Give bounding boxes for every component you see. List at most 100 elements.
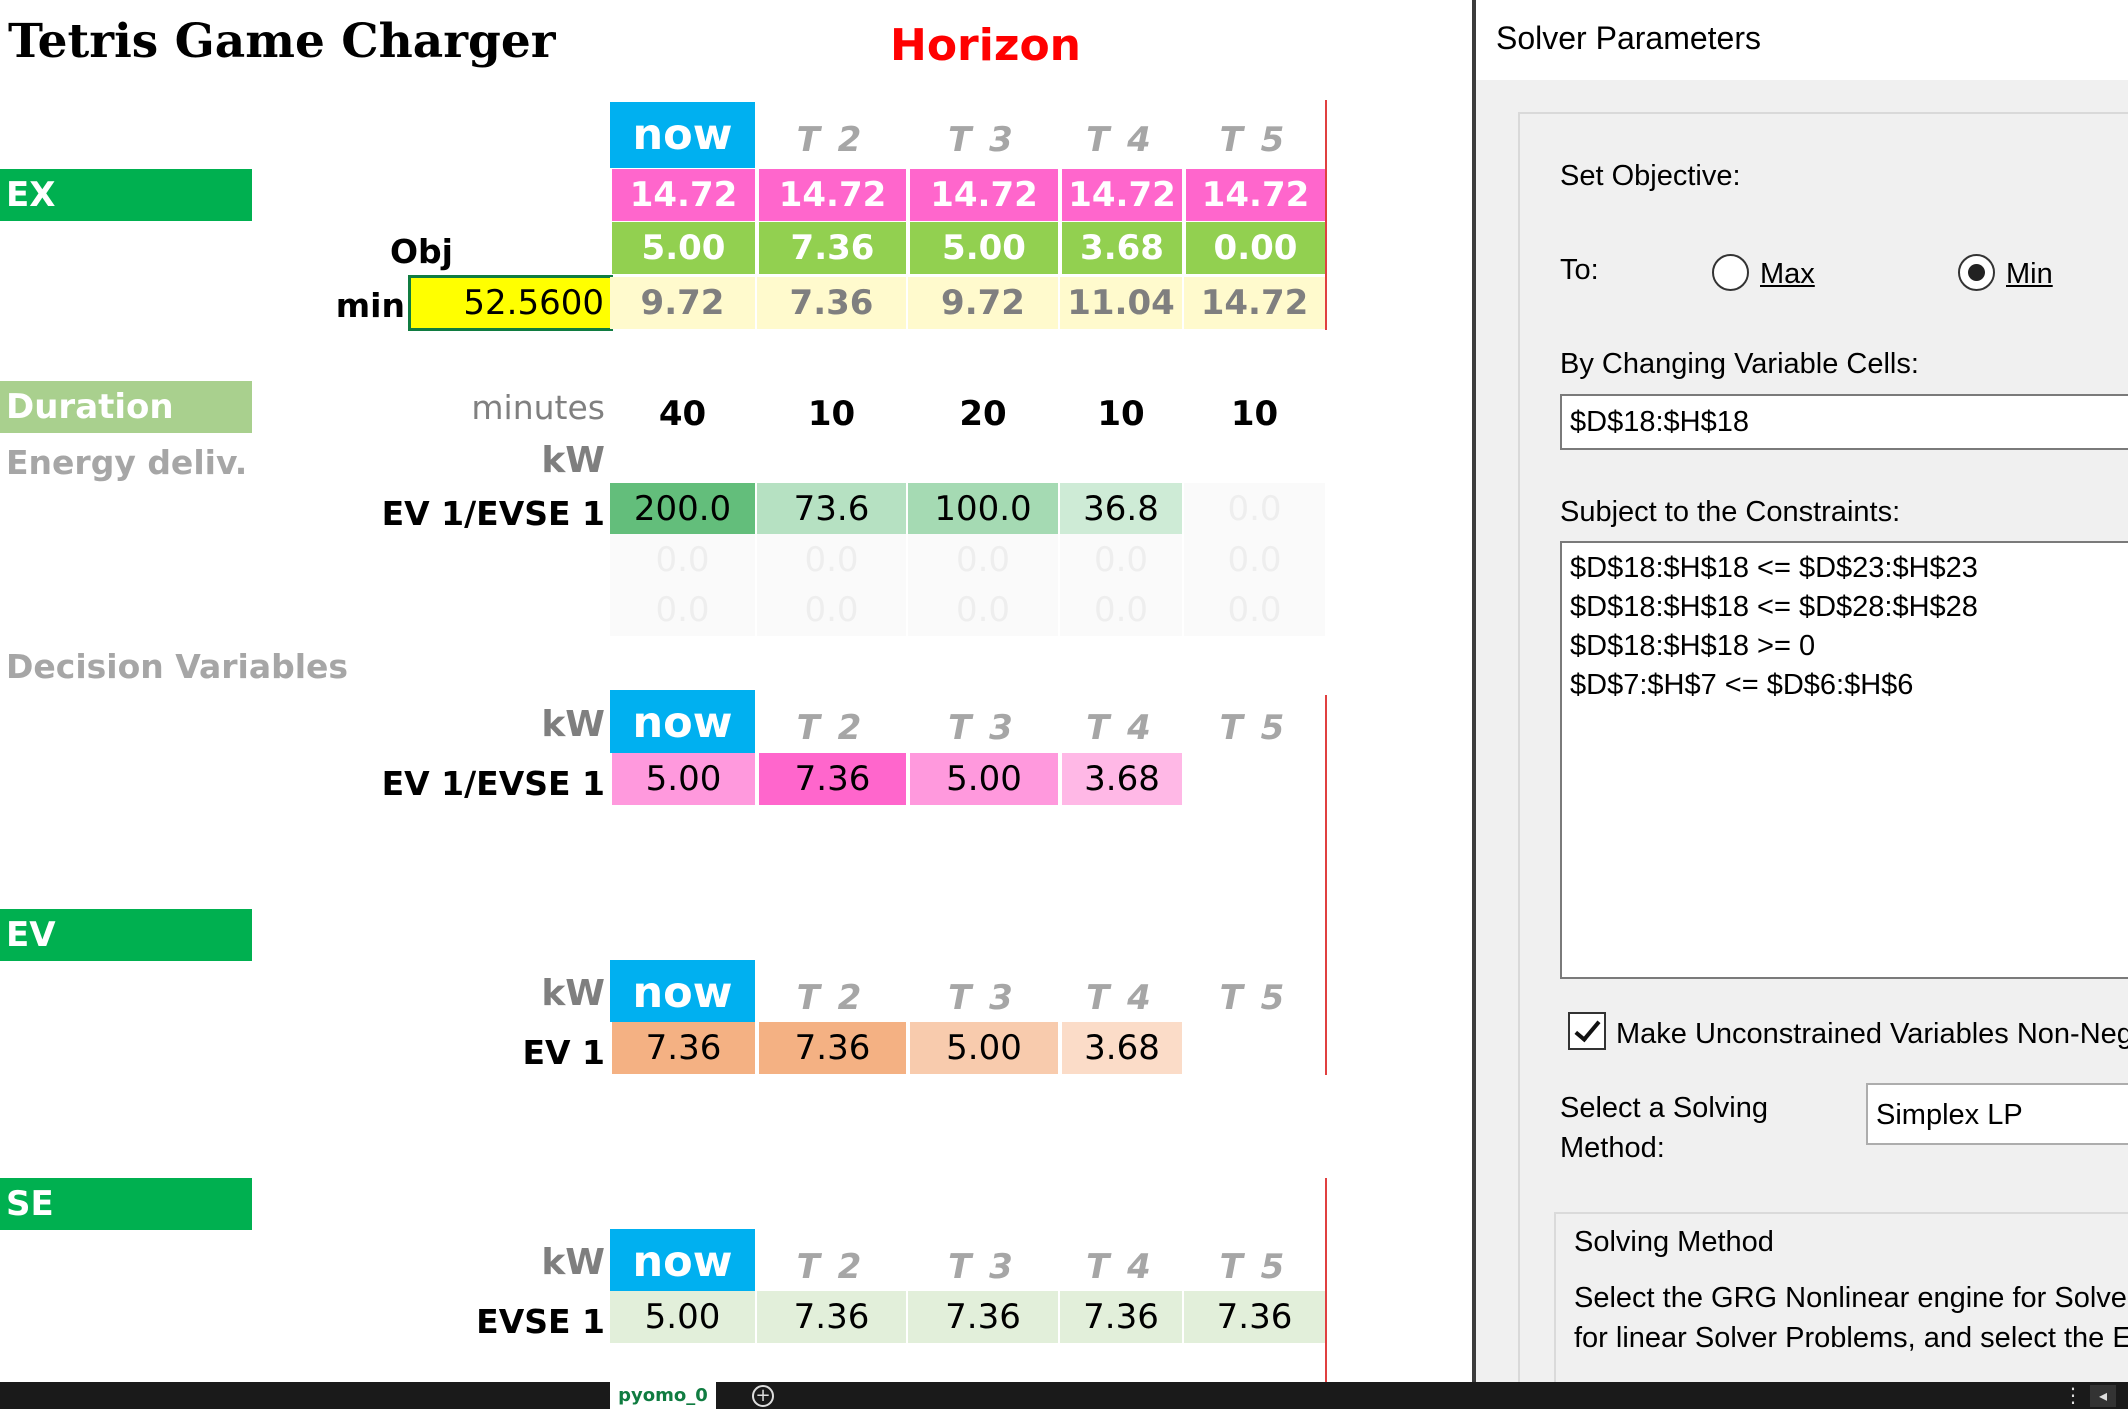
grid-cell[interactable]: 100.0: [908, 483, 1058, 535]
header-t2[interactable]: T 2: [796, 708, 865, 748]
grid-cell[interactable]: 7.36: [1060, 1291, 1182, 1343]
solving-method-select[interactable]: Simplex LP: [1866, 1083, 2128, 1145]
grid-cell[interactable]: 10: [807, 394, 856, 434]
grid-cell[interactable]: 7.36: [757, 222, 906, 274]
grid-cell[interactable]: 5.00: [908, 753, 1058, 805]
sheet-tab-bar: pyomo_0 + ⋮ ◂: [0, 1382, 2128, 1409]
ev-band[interactable]: EV: [0, 909, 252, 961]
se-band[interactable]: SE: [0, 1178, 252, 1230]
header-t5[interactable]: T 5: [1219, 708, 1288, 748]
header-t5[interactable]: T 5: [1219, 120, 1288, 160]
grid-cell[interactable]: 0.0: [908, 534, 1058, 586]
add-sheet-icon[interactable]: +: [752, 1385, 774, 1407]
constraint-item[interactable]: $D$7:$H$7 <= $D$6:$H$6: [1570, 669, 1914, 701]
grid-cell[interactable]: 9.72: [908, 277, 1058, 329]
header-t4[interactable]: T 4: [1086, 120, 1154, 160]
grid-cell[interactable]: 0.0: [757, 534, 906, 586]
grid-cell[interactable]: 7.36: [610, 1022, 755, 1074]
grid-cell[interactable]: 14.72: [908, 169, 1058, 221]
objective-cell[interactable]: 52.5600: [410, 277, 610, 329]
grid-cell[interactable]: 3.68: [1060, 753, 1182, 805]
grid-cell[interactable]: 5.00: [908, 1022, 1058, 1074]
grid-cell[interactable]: 14.72: [610, 169, 755, 221]
grid-cell[interactable]: 7.36: [757, 1022, 906, 1074]
constraints-label: Subject to the Constraints:: [1560, 496, 1901, 528]
grid-cell[interactable]: 9.72: [610, 277, 755, 329]
header-now[interactable]: now: [610, 960, 755, 1026]
header-t4[interactable]: T 4: [1086, 978, 1154, 1018]
dialog-title: Solver Parameters: [1496, 20, 1761, 56]
grid-cell[interactable]: 5.00: [610, 1291, 755, 1343]
dialog-divider: [1472, 0, 1476, 1382]
grid-cell[interactable]: 7.36: [908, 1291, 1058, 1343]
header-now[interactable]: now: [610, 690, 755, 756]
constraint-item[interactable]: $D$18:$H$18 <= $D$23:$H$23: [1570, 552, 1978, 584]
grid-cell[interactable]: 40: [658, 394, 707, 434]
grid-cell[interactable]: 36.8: [1060, 483, 1182, 535]
header-now[interactable]: now: [610, 102, 755, 168]
grid-cell[interactable]: 14.72: [1184, 169, 1325, 221]
header-t3[interactable]: T 3: [948, 978, 1016, 1018]
grid-cell[interactable]: 0.0: [1060, 584, 1182, 636]
dialog-titlebar[interactable]: Solver Parameters: [1476, 0, 2128, 80]
grid-cell[interactable]: 14.72: [1060, 169, 1182, 221]
spreadsheet-grid[interactable]: Tetris Game Charger Horizon now T 2 T 3 …: [0, 0, 1475, 1382]
sheet-tab[interactable]: pyomo_0: [610, 1382, 716, 1409]
constraints-list[interactable]: $D$18:$H$18 <= $D$23:$H$23 $D$18:$H$18 <=…: [1560, 541, 2128, 979]
grid-cell[interactable]: 7.36: [757, 1291, 906, 1343]
grid-cell[interactable]: 7.36: [1184, 1291, 1325, 1343]
nonneg-checkbox[interactable]: [1568, 1012, 1606, 1050]
selection-border: [408, 275, 613, 331]
constraint-item[interactable]: $D$18:$H$18 >= 0: [1570, 630, 1816, 662]
header-t5[interactable]: T 5: [1219, 1247, 1288, 1287]
grid-cell[interactable]: 5.00: [908, 222, 1058, 274]
grid-cell[interactable]: 0.0: [1184, 534, 1325, 586]
grid-cell[interactable]: 0.0: [610, 584, 755, 636]
header-t3[interactable]: T 3: [948, 120, 1016, 160]
grid-cell[interactable]: 10: [1097, 394, 1145, 434]
header-now[interactable]: now: [610, 1229, 755, 1295]
header-t2[interactable]: T 2: [796, 978, 865, 1018]
nonneg-label[interactable]: Make Unconstrained Variables Non-Neg: [1616, 1018, 2128, 1050]
grid-cell[interactable]: 200.0: [610, 483, 755, 535]
grid-cell[interactable]: 0.0: [1060, 534, 1182, 586]
grid-cell[interactable]: 73.6: [757, 483, 906, 535]
grid-cell[interactable]: 7.36: [757, 277, 906, 329]
header-t3[interactable]: T 3: [948, 1247, 1016, 1287]
min-radio[interactable]: [1958, 254, 1995, 291]
solving-method-label: Select a Solving: [1560, 1092, 1768, 1124]
grid-cell[interactable]: 3.68: [1060, 1022, 1182, 1074]
grid-cell[interactable]: 0.0: [1184, 483, 1325, 535]
grid-cell[interactable]: 0.0: [757, 584, 906, 636]
grid-cell[interactable]: 0.0: [1184, 584, 1325, 636]
grid-cell[interactable]: 0.0: [610, 534, 755, 586]
ex-band[interactable]: EX: [0, 169, 252, 221]
max-label[interactable]: Max: [1760, 258, 1815, 290]
grid-cell[interactable]: 0.0: [908, 584, 1058, 636]
header-t3[interactable]: T 3: [948, 708, 1016, 748]
grid-cell[interactable]: 3.68: [1060, 222, 1182, 274]
more-options-icon[interactable]: ⋮: [2063, 1383, 2083, 1407]
grid-cell[interactable]: 11.04: [1060, 277, 1182, 329]
grid-cell[interactable]: 20: [959, 394, 1007, 434]
changing-cells-input[interactable]: $D$18:$H$18: [1560, 394, 2128, 450]
grid-cell[interactable]: 5.00: [610, 753, 755, 805]
header-t5[interactable]: T 5: [1219, 978, 1288, 1018]
grid-cell[interactable]: 14.72: [1184, 277, 1325, 329]
scroll-left-icon[interactable]: ◂: [2090, 1385, 2116, 1407]
header-t2[interactable]: T 2: [796, 1247, 865, 1287]
max-radio[interactable]: [1712, 254, 1749, 291]
grid-cell[interactable]: 5.00: [610, 222, 755, 274]
header-t2[interactable]: T 2: [796, 120, 865, 160]
header-t4[interactable]: T 4: [1086, 1247, 1154, 1287]
constraint-item[interactable]: $D$18:$H$18 <= $D$28:$H$28: [1570, 591, 1978, 623]
kw-unit: kW: [541, 973, 605, 1014]
grid-cell[interactable]: 14.72: [757, 169, 906, 221]
header-t4[interactable]: T 4: [1086, 708, 1154, 748]
duration-band[interactable]: Duration: [0, 381, 252, 433]
grid-cell[interactable]: 7.36: [757, 753, 906, 805]
grid-cell[interactable]: 10: [1230, 394, 1279, 434]
grid-cell[interactable]: 0.00: [1184, 222, 1325, 274]
min-label[interactable]: Min: [2006, 258, 2053, 290]
min-label: min: [335, 286, 405, 325]
